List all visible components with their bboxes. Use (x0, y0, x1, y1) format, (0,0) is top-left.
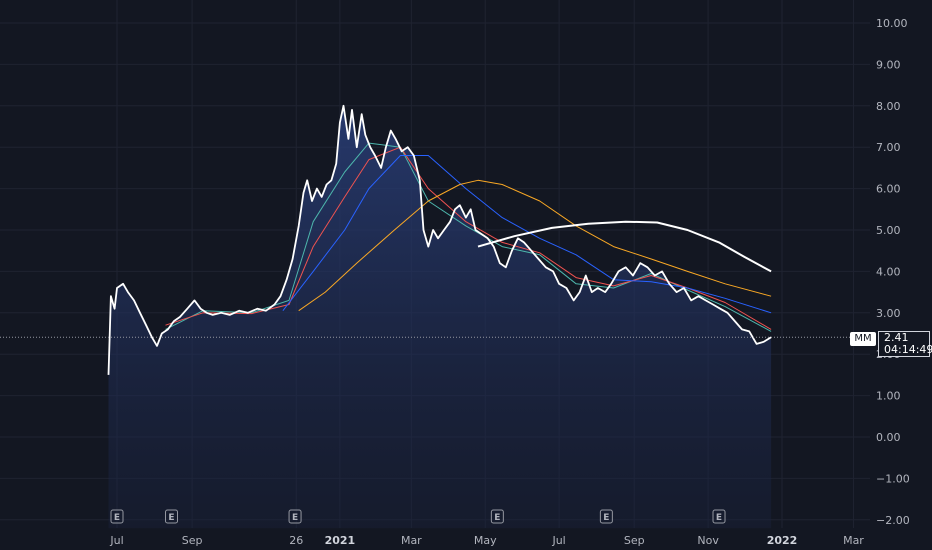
x-tick-label: Sep (182, 534, 203, 547)
earnings-box (490, 509, 504, 524)
earnings-label: E (603, 513, 609, 523)
earnings-box (599, 509, 613, 524)
series-ma-200 (477, 220, 772, 273)
x-axis[interactable]: Jul Sep 26 2021 Mar May Jul Sep Nov 2022 Mar (109, 534, 864, 547)
x-tick-label: 2021 (325, 534, 356, 547)
earnings-box (288, 509, 302, 524)
earnings-box (110, 509, 124, 524)
x-tick-label: Mar (843, 534, 864, 547)
y-tick-label: −1.00 (876, 472, 910, 485)
x-tick-label: Jul (109, 534, 123, 547)
earnings-marker[interactable]: E (165, 509, 179, 524)
y-tick-label: 1.00 (876, 390, 901, 403)
price-area-fill (108, 105, 772, 529)
earnings-marker[interactable]: E (712, 509, 726, 524)
y-tick-label: 7.00 (876, 141, 901, 154)
y-axis[interactable]: 10.009.008.007.006.005.004.003.002.001.0… (876, 17, 910, 527)
earnings-marker[interactable]: E (110, 509, 124, 524)
y-tick-label: 0.00 (876, 431, 901, 444)
y-tick-label: 3.00 (876, 307, 901, 320)
series-ma-fast (165, 142, 772, 332)
earnings-label: E (292, 513, 298, 523)
last-price-tag: 2.41 04:14:49 (878, 331, 932, 357)
series-ma-100 (298, 179, 772, 312)
last-price-value: 2.41 (884, 331, 909, 344)
y-tick-label: 10.00 (876, 17, 908, 30)
series-ma-mid (165, 146, 772, 330)
x-tick-label: May (474, 534, 497, 547)
x-tick-label: Nov (697, 534, 719, 547)
x-tick-label: 26 (289, 534, 303, 547)
y-tick-label: −2.00 (876, 514, 910, 527)
price-area (108, 105, 772, 529)
y-tick-label: 4.00 (876, 265, 901, 278)
earnings-marker[interactable]: E (599, 509, 613, 524)
earnings-marker[interactable]: E (490, 509, 504, 524)
series-lines (107, 104, 772, 375)
x-tick-label: Jul (551, 534, 565, 547)
symbol-tag: MM (850, 332, 876, 346)
y-tick-label: 8.00 (876, 100, 901, 113)
earnings-box (165, 509, 179, 524)
series-price (107, 104, 772, 375)
earnings-box (712, 509, 726, 524)
x-tick-label: Mar (401, 534, 422, 547)
y-tick-label: 6.00 (876, 183, 901, 196)
bar-countdown: 04:14:49 (884, 343, 932, 356)
y-tick-label: 5.00 (876, 224, 901, 237)
earnings-label: E (114, 513, 120, 523)
earnings-label: E (716, 513, 722, 523)
earnings-label: E (168, 513, 174, 523)
series-ma-slow (282, 155, 772, 314)
x-tick-label: Sep (624, 534, 645, 547)
earnings-label: E (494, 513, 500, 523)
earnings-marker[interactable]: E (288, 509, 302, 524)
x-tick-label: 2022 (767, 534, 798, 547)
y-tick-label: 9.00 (876, 58, 901, 71)
